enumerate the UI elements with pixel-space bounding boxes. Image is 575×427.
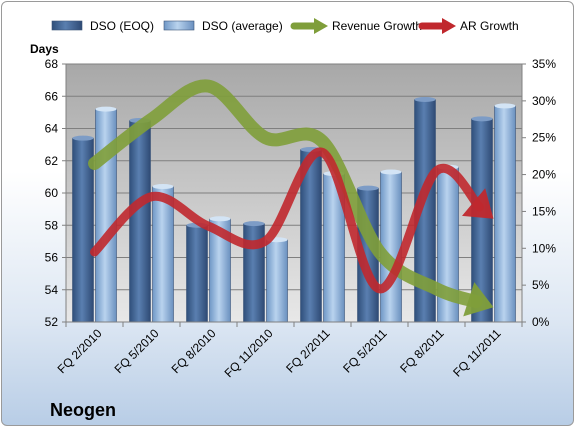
y-right-tick-label: 5% xyxy=(532,278,550,292)
legend-label: DSO (average) xyxy=(202,19,283,33)
revenue-growth-line-arrowhead xyxy=(463,282,494,317)
y-left-tick-label: 68 xyxy=(45,57,59,71)
axes xyxy=(62,63,526,327)
y-right-tick-label: 0% xyxy=(532,315,550,329)
bar-cap xyxy=(95,106,117,112)
legend-swatch xyxy=(51,20,83,31)
bar-cap xyxy=(72,135,94,141)
company-name: Neogen xyxy=(50,400,116,420)
y-left-tick-label: 56 xyxy=(45,251,59,265)
y-right-tick-label: 15% xyxy=(532,204,556,218)
y-right-tick-label: 30% xyxy=(532,94,556,108)
legend-label: AR Growth xyxy=(460,19,519,33)
y-right-tick-labels: 0% 5% 10% 15% 20% 25% 30% 35% xyxy=(532,57,556,329)
x-tick-label: FQ 5/2010 xyxy=(112,326,162,376)
x-tick-label: FQ 11/2011 xyxy=(450,326,504,380)
bar-series xyxy=(72,96,516,323)
y-left-tick-label: 64 xyxy=(45,122,59,136)
x-tick-label: FQ 8/2010 xyxy=(169,326,219,376)
ar-growth-line xyxy=(90,147,485,294)
legend-label: DSO (EOQ) xyxy=(90,19,154,33)
legend: DSO (EOQ) DSO (average) Revenue Growth AR G… xyxy=(51,18,519,34)
y-left-tick-label: 62 xyxy=(45,154,59,168)
trend-lines xyxy=(88,79,494,317)
y-left-tick-label: 52 xyxy=(45,315,59,329)
y-left-tick-labels: 52 54 56 58 60 62 64 66 68 xyxy=(45,57,59,329)
bar-cap xyxy=(209,216,231,222)
x-tick-label: FQ 2/2010 xyxy=(55,326,105,376)
legend-label: Revenue Growth xyxy=(332,19,422,33)
bar-dso-average xyxy=(494,105,516,323)
y-left-tick-label: 58 xyxy=(45,218,59,232)
y-left-tick-label: 60 xyxy=(45,186,59,200)
bar-dso-eoq xyxy=(129,120,151,323)
bar-cap xyxy=(152,184,174,190)
bar-dso-average xyxy=(152,186,174,323)
bar-cap xyxy=(357,185,379,191)
x-tick-label: FQ 11/2010 xyxy=(222,326,276,380)
x-tick-label: FQ 2/2011 xyxy=(283,326,333,376)
y-right-tick-label: 20% xyxy=(532,168,556,182)
y-right-tick-label: 10% xyxy=(532,241,556,255)
bar-cap xyxy=(494,103,516,109)
legend-swatch-arrow xyxy=(314,18,328,34)
y-right-tick-label: 35% xyxy=(532,57,556,71)
bar-dso-average xyxy=(266,239,288,323)
legend-swatch-arrow xyxy=(442,18,456,34)
y-left-tick-label: 66 xyxy=(45,89,59,103)
bar-cap xyxy=(380,169,402,175)
ar-growth-line-arrowhead xyxy=(462,188,494,219)
bar-cap xyxy=(414,96,436,102)
legend-swatch xyxy=(163,20,195,31)
bar-cap xyxy=(471,116,493,122)
bar-dso-eoq xyxy=(186,224,208,323)
bar-cap xyxy=(243,221,265,227)
revenue-growth-line xyxy=(88,79,483,309)
x-tick-label: FQ 8/2011 xyxy=(397,326,447,376)
x-tick-label: FQ 5/2011 xyxy=(340,326,390,376)
y-right-tick-label: 25% xyxy=(532,131,556,145)
y-left-tick-label: 54 xyxy=(45,283,59,297)
y-left-axis-label: Days xyxy=(30,42,59,56)
x-tick-labels: FQ 2/2010 FQ 5/2010 FQ 8/2010 FQ 11/2010 FQ … xyxy=(55,326,504,380)
